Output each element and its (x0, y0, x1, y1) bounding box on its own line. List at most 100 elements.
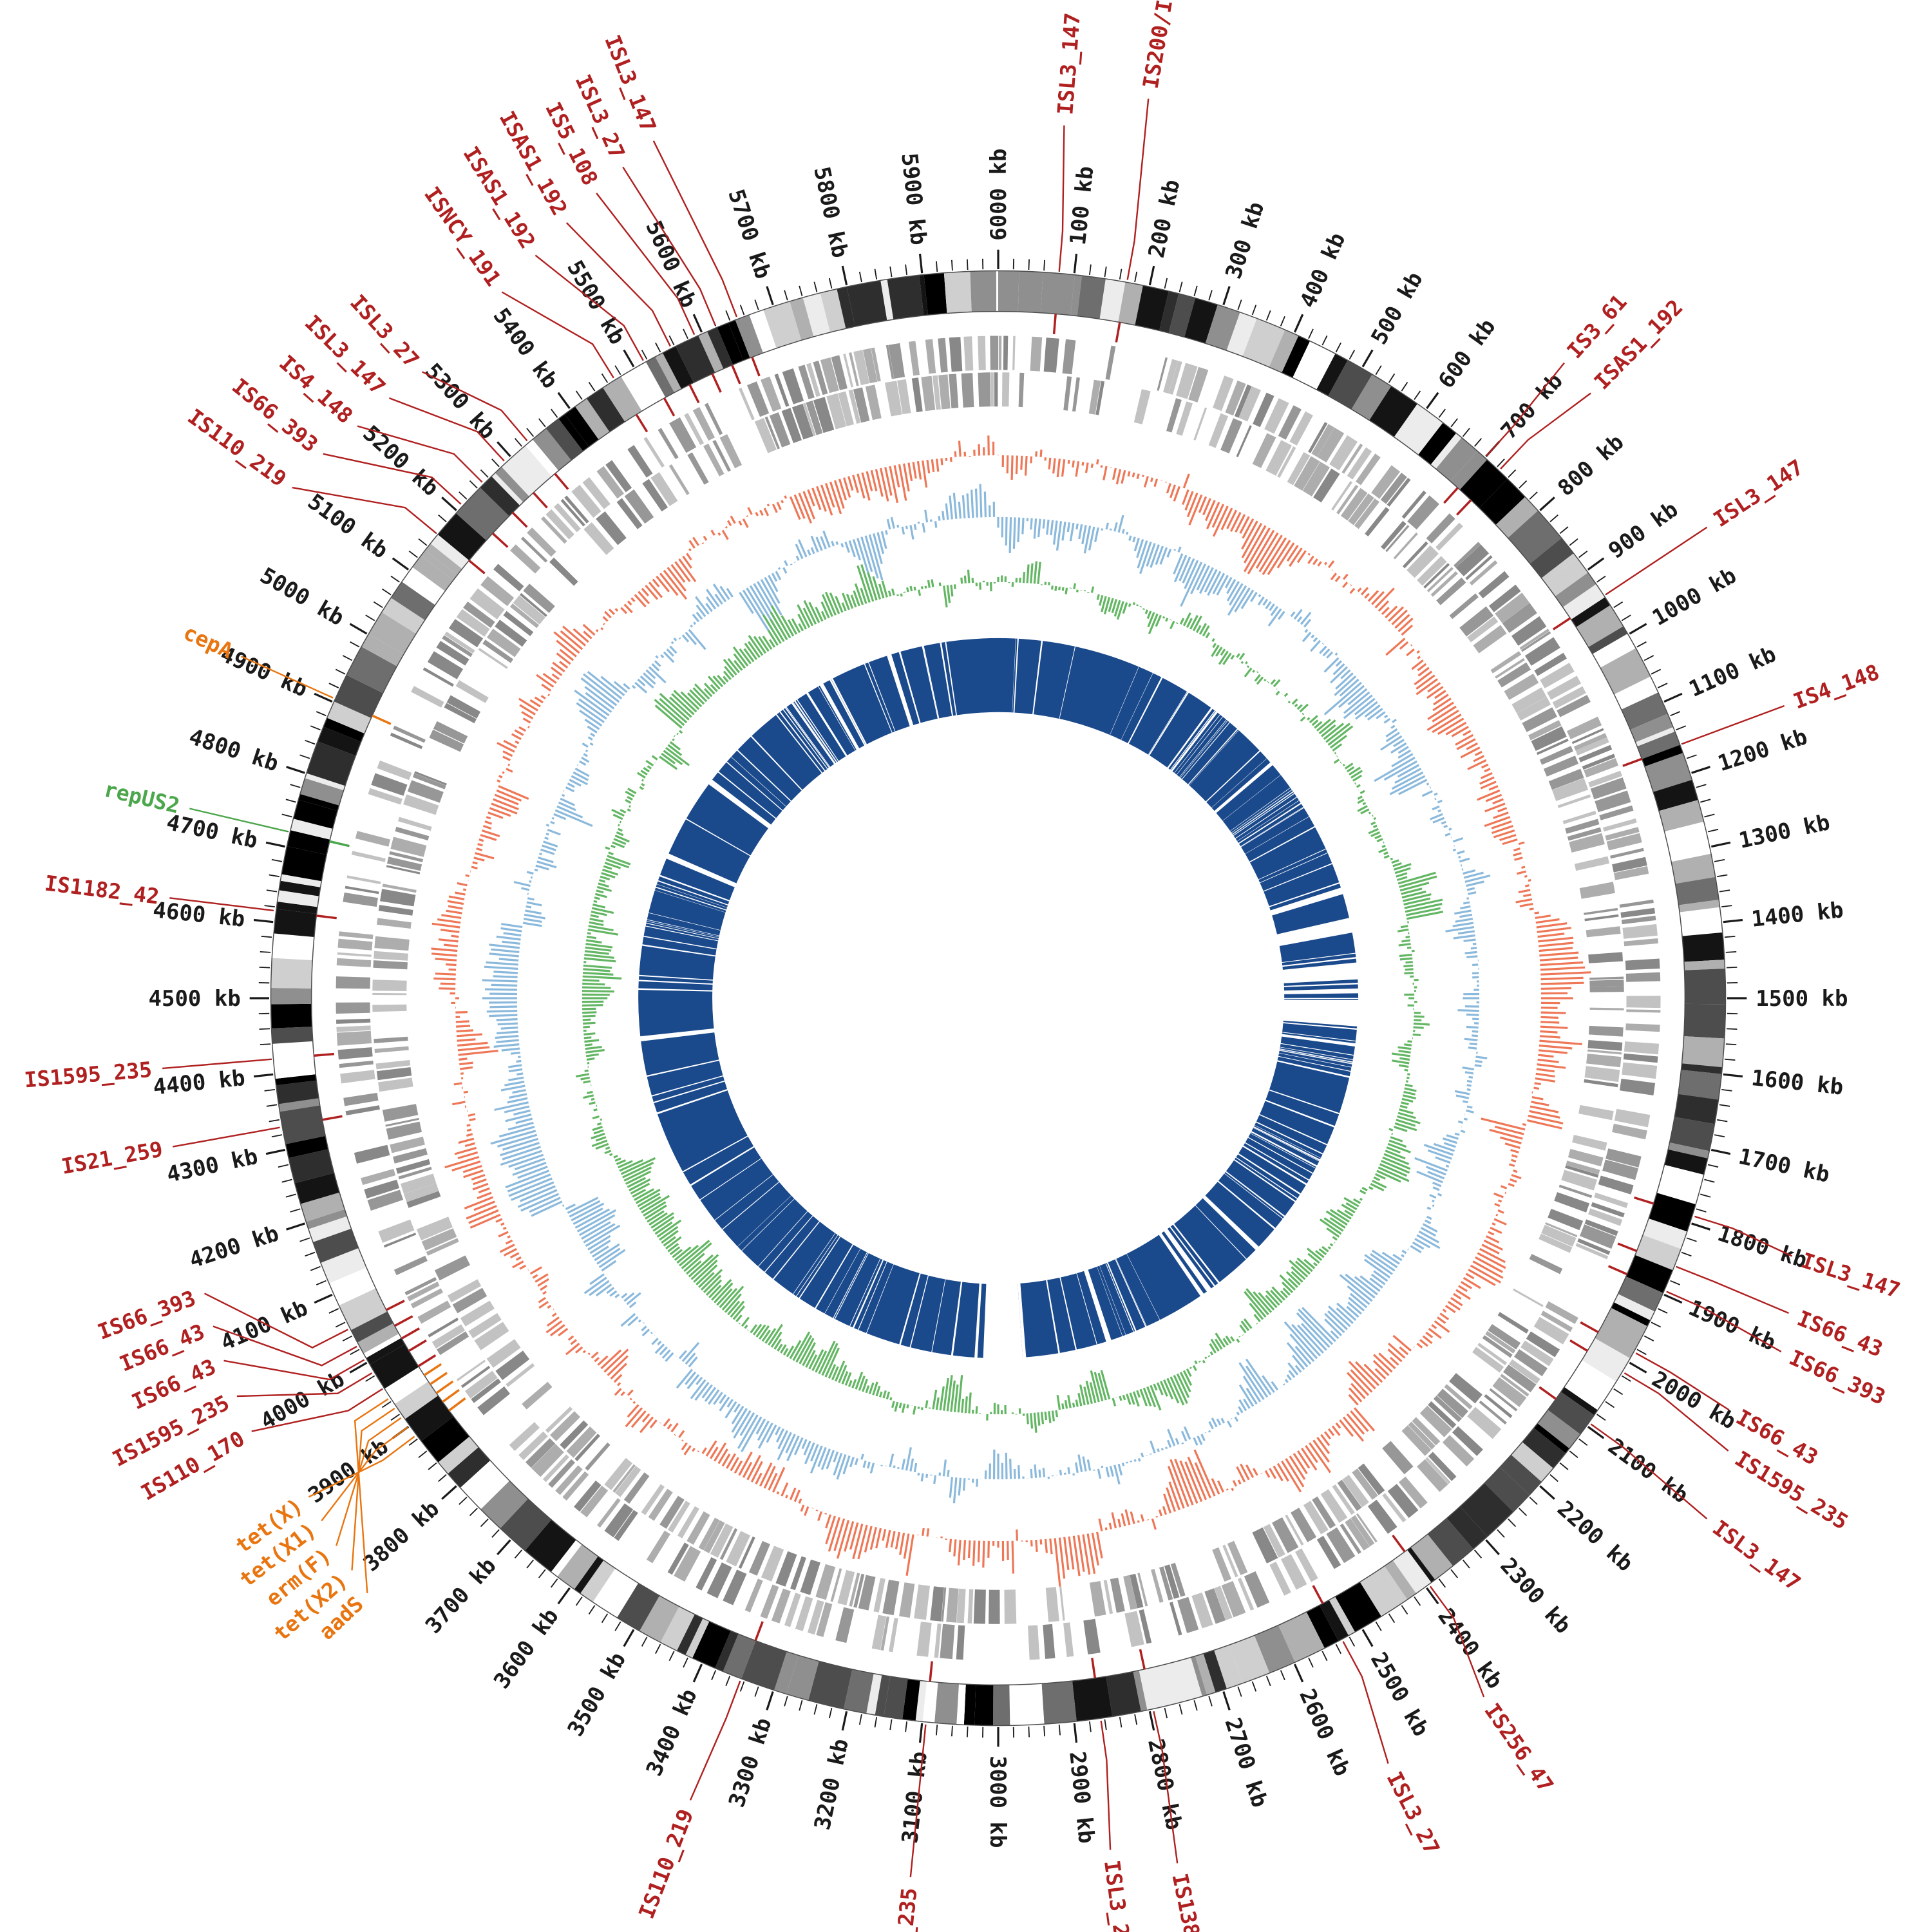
histogram-track-blue (482, 484, 1491, 1504)
annotation-label: IS1380_141 (1167, 1871, 1217, 1932)
tick-label: 500 kb (1367, 267, 1428, 348)
annotation-leader (909, 1724, 927, 1878)
tick-label: 2500 kb (1365, 1648, 1434, 1741)
annotation-leader (1624, 1372, 1729, 1452)
histogram-track-orange (431, 435, 1591, 1587)
annotation-label: IS1595_235 (884, 1886, 922, 1932)
annotation-leader (565, 222, 671, 347)
annotation-label: IS256_47 (1479, 1698, 1558, 1797)
scale-ticks (249, 249, 1747, 1747)
annotation-leader (596, 193, 696, 336)
tick-label: 200 kb (1144, 177, 1186, 260)
tick-label: 4800 kb (186, 724, 282, 777)
tick-label: 1600 kb (1750, 1065, 1845, 1101)
annotation-leader (323, 453, 462, 505)
annotation-leader (162, 1058, 271, 1070)
annotation-leader (251, 1388, 383, 1432)
tick-label: 5600 kb (640, 217, 701, 312)
coverage-block-ring (635, 635, 1362, 1361)
annotation-leader (189, 808, 288, 833)
annotation-label: IS21_259 (59, 1136, 164, 1179)
tick-label: 5400 kb (488, 303, 564, 393)
tick-label: 2700 kb (1220, 1715, 1273, 1811)
tick-label: 1900 kb (1685, 1295, 1779, 1356)
tick-label: 800 kb (1553, 430, 1629, 502)
tick-label: 4100 kb (217, 1295, 312, 1356)
annotation-leader (652, 140, 738, 317)
tick-label: 5200 kb (357, 421, 443, 502)
annotation-leader (1681, 705, 1785, 745)
tick-label: 5900 kb (896, 152, 931, 247)
annotation-label: IS110_219 (634, 1806, 698, 1922)
tick-label: 3600 kb (489, 1604, 564, 1693)
annotation-label: IS1595_235 (23, 1057, 153, 1092)
annotation-leader (236, 1372, 373, 1397)
annotation-leader (1666, 1291, 1782, 1352)
annotation-label: IS4_148 (1790, 659, 1882, 714)
tick-label: 4200 kb (186, 1220, 282, 1273)
annotation-leader (1342, 1641, 1389, 1764)
tick-label: 3300 kb (724, 1715, 777, 1811)
annotation-label: repUS2 (102, 777, 182, 819)
annotation-leader (1429, 1586, 1485, 1698)
annotation-leader (1676, 1266, 1789, 1314)
annotation-label: ISL3_27 (1099, 1859, 1136, 1932)
annotation-leader (535, 254, 644, 361)
annotation-leader (172, 1126, 280, 1148)
tick-label: 900 kb (1604, 497, 1683, 564)
annotation-leader (1058, 125, 1065, 271)
tick-label: 1300 kb (1737, 810, 1832, 854)
annotation-leader (223, 1359, 365, 1381)
annotation-leader (1126, 99, 1150, 280)
annotation-leader (336, 1417, 402, 1546)
karyotype-ring (270, 270, 1727, 1727)
annotation-leader (1635, 1352, 1730, 1411)
tick-label: 400 kb (1295, 229, 1351, 312)
tick-label: 4500 kb (149, 986, 241, 1012)
annotation-leader (1100, 1720, 1112, 1850)
annotation-leader (1486, 362, 1565, 457)
annotation-leader (689, 1680, 741, 1801)
annotation-label: cepA (180, 620, 237, 663)
tick-label: 5700 kb (723, 186, 775, 282)
tick-label: 5800 kb (808, 164, 853, 260)
tick-label: 5100 kb (303, 489, 392, 564)
annotation-leader (1153, 1711, 1179, 1864)
gene-bar-tracks (336, 336, 1661, 1660)
annotation-leader (1605, 526, 1708, 595)
tick-label: 4300 kb (164, 1144, 260, 1188)
tick-label: 4600 kb (152, 897, 247, 933)
tick-label: 2100 kb (1603, 1434, 1692, 1509)
tick-label: 300 kb (1220, 199, 1269, 282)
annotation-leader (354, 1398, 389, 1593)
tick-label: 2400 kb (1432, 1604, 1508, 1693)
annotation-leader (169, 897, 274, 912)
tick-label: 1000 kb (1648, 563, 1741, 631)
annotation-leader (1500, 392, 1591, 469)
tick-label: 5000 kb (256, 563, 348, 631)
annotation-label: ISL3_147 (1052, 12, 1085, 115)
tick-label: 1500 kb (1756, 986, 1848, 1012)
tick-label: 2600 kb (1294, 1685, 1355, 1780)
histogram-track-green (575, 561, 1444, 1433)
annotation-leader (622, 166, 716, 326)
annotation-label: ISL3_27 (1382, 1767, 1445, 1859)
annotation-leader (321, 1426, 408, 1522)
annotation-label: IS200/IS605_449 (1138, 0, 1195, 90)
tick-label: 600 kb (1434, 314, 1501, 393)
tick-label: 3000 kb (985, 1756, 1010, 1848)
annotation-label: ISL3_147 (1709, 455, 1808, 532)
annotation-leader (241, 656, 334, 699)
annotation-label: ISL3_147 (1708, 1515, 1805, 1596)
annotation-leader (1590, 1423, 1708, 1520)
annotation-leader (501, 291, 614, 379)
tick-label: 1400 kb (1750, 897, 1845, 933)
tick-label: 3200 kb (810, 1737, 854, 1832)
tick-label: 2900 kb (1064, 1750, 1099, 1845)
annotation-label: ISL3_147 (1798, 1247, 1903, 1303)
tick-label: 3500 kb (563, 1648, 631, 1741)
annotation-leader (388, 397, 505, 462)
tick-label: 5300 kb (420, 359, 501, 444)
